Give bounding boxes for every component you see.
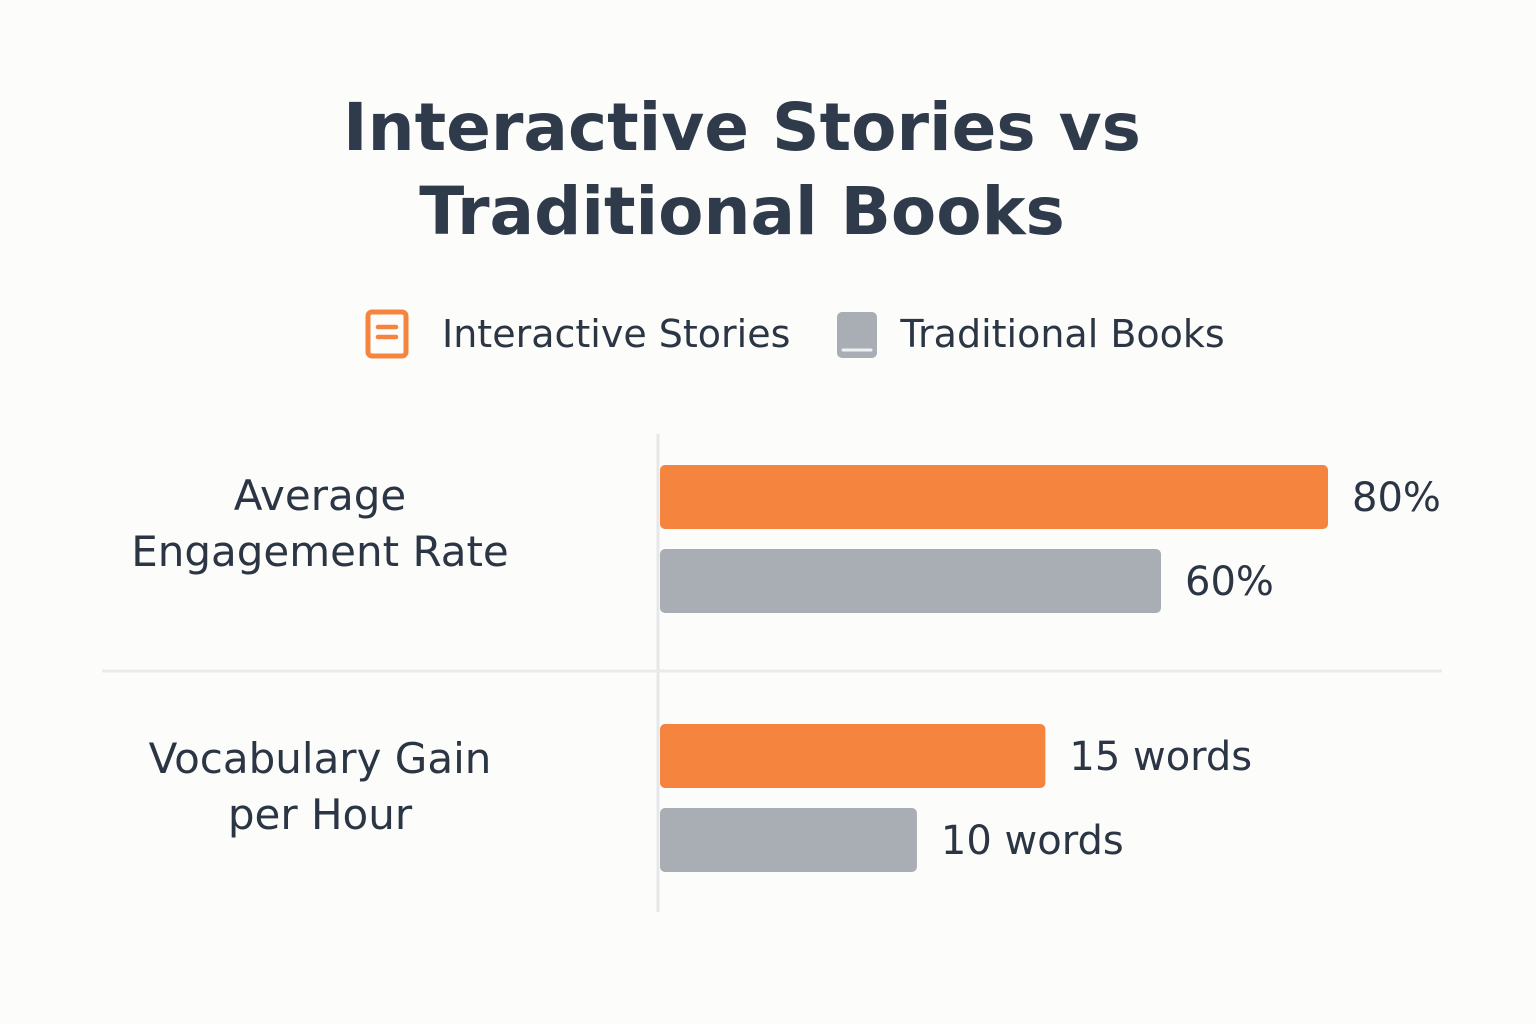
category-label-vocabulary-line-1: Vocabulary Gain <box>148 734 492 783</box>
value-label-vocabulary-gain-per-hour-interactive-stories: 15 words <box>1069 734 1252 780</box>
bars-group: 80% 60% 15 words 10 words <box>660 465 1441 872</box>
chart-title-line-1: Interactive Stories vs <box>343 89 1141 166</box>
legend: Interactive Stories Traditional Books <box>364 306 1269 362</box>
orange-book-icon <box>365 309 409 359</box>
value-label-vocabulary-gain-per-hour-traditional-books: 10 words <box>941 818 1124 864</box>
bar-average-engagement-rate-interactive-stories <box>660 465 1328 529</box>
chart-title-line-2: Traditional Books <box>419 173 1065 250</box>
category-label-engagement-line-2: Engagement Rate <box>131 527 509 576</box>
bar-vocabulary-gain-per-hour-interactive-stories <box>660 724 1046 788</box>
bar-vocabulary-gain-per-hour-traditional-books <box>660 808 917 872</box>
chart-title: Interactive Stories vs Traditional Books <box>0 86 1484 254</box>
value-label-average-engagement-rate-interactive-stories: 80% <box>1352 475 1441 521</box>
bar-average-engagement-rate-traditional-books <box>660 549 1161 613</box>
legend-item-traditional-books: Traditional Books <box>834 308 1225 360</box>
category-label-engagement: Average Engagement Rate <box>100 468 540 580</box>
legend-label-traditional-books: Traditional Books <box>900 312 1225 356</box>
value-label-average-engagement-rate-traditional-books: 60% <box>1185 559 1274 605</box>
gray-book-icon <box>837 312 878 358</box>
legend-label-interactive-stories: Interactive Stories <box>442 312 791 356</box>
category-label-vocabulary: Vocabulary Gain per Hour <box>100 731 540 843</box>
category-label-engagement-line-1: Average <box>233 471 407 520</box>
category-label-vocabulary-line-2: per Hour <box>227 790 413 839</box>
legend-item-interactive-stories: Interactive Stories <box>364 308 790 360</box>
